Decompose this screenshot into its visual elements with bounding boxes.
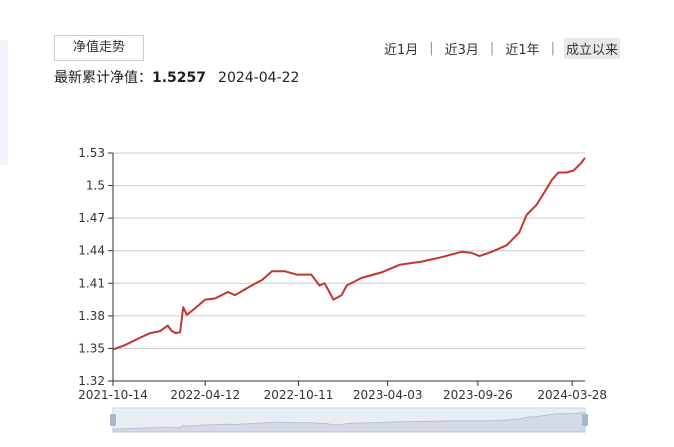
separator: | [550,41,555,56]
y-tick-label: 1.38 [78,309,105,323]
nav-date: 2024-04-22 [218,70,300,86]
x-tick-label: 2024-03-28 [537,388,607,402]
nav-label: 最新累计净值： [54,70,152,86]
slider-area [112,411,586,433]
range-tab[interactable]: 近1月 [383,43,419,58]
y-tick-label: 1.35 [78,341,105,355]
range-tab[interactable]: 近3月 [444,43,479,58]
nav-info: 最新累计净值：1.5257 2024-04-22 [54,67,299,87]
y-tick-label: 1.41 [78,276,105,290]
side-bar [0,40,8,165]
nav-value: 1.5257 [152,70,207,86]
y-tick-label: 1.44 [78,244,105,258]
x-tick-label: 2022-10-11 [264,388,334,402]
y-tick-label: 1.53 [78,146,105,160]
slider-handle [110,414,116,426]
range-tab[interactable]: 成立以来 [563,38,620,59]
x-tick-label: 2023-04-03 [353,388,423,402]
x-tick-label: 2023-09-26 [443,388,513,402]
y-tick-label: 1.47 [78,211,105,225]
nav-line [112,157,586,351]
separator: | [429,41,434,56]
y-tick-label: 1.5 [86,179,105,193]
slider-handle [582,414,588,426]
tab-button[interactable]: 净值走势 [54,35,144,61]
range-tabs: 近1月 | 近3月 | 近1年 | 成立以来 [382,38,620,59]
y-tick-label: 1.32 [78,374,105,388]
x-tick-label: 2022-04-12 [170,388,240,402]
separator: | [489,41,495,56]
range-tab[interactable]: 近1年 [505,43,540,58]
x-tick-label: 2021-10-14 [78,388,148,402]
